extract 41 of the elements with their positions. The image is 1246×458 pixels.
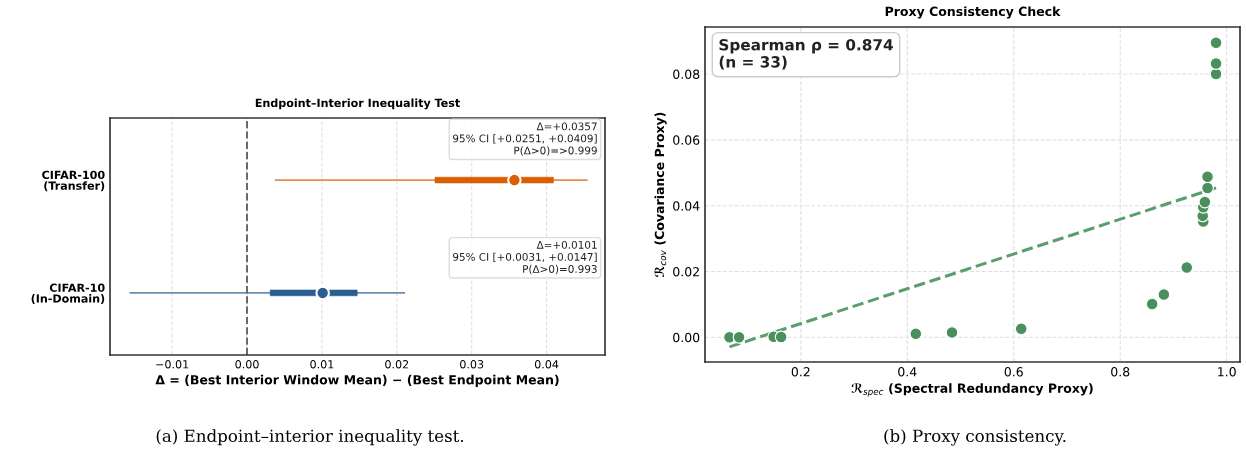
chart-title: Endpoint–Interior Inequality Test: [255, 98, 460, 110]
x-tick-label: 1.0: [1218, 367, 1236, 377]
text: (a) Endpoint–interior inequality test.: [156, 429, 464, 446]
x-axis-title: ℛ$_{spec}$ (Spectral Redundancy Proxy): [851, 383, 1093, 397]
point: [732, 330, 746, 344]
text: (b) Proxy consistency.: [884, 429, 1066, 446]
annotation: Δ=+0.0101 95% CI [+0.0031, +0.0147] P(Δ>0)=0.993: [453, 240, 597, 275]
y-tick-label: 0.04: [673, 201, 700, 211]
point: [1198, 195, 1212, 209]
y-axis-title: ℛ$_{cov}$ (Covariance Proxy): [654, 112, 667, 278]
point: [1014, 322, 1028, 336]
y-tick-label: 0.00: [673, 332, 700, 343]
x-tick-label: 0.04: [534, 360, 559, 369]
y-tick-label: CIFAR-10 (In-Domain): [31, 283, 105, 304]
y-tick-label: CIFAR-100 (Transfer): [42, 170, 105, 192]
x-tick-label: 0.2: [791, 367, 810, 377]
point: [909, 327, 923, 341]
point: [1201, 181, 1214, 195]
x-tick-label: 0.03: [460, 360, 484, 369]
y-tick-label: 0.06: [673, 135, 700, 145]
point: [1209, 57, 1223, 70]
x-tick-label: 0.00: [235, 360, 259, 369]
y-tick-label: 0.08: [673, 69, 700, 79]
x-tick-label: 0.02: [385, 360, 409, 369]
point: [1201, 170, 1214, 184]
point: [1180, 261, 1194, 274]
x-tick-label: −0.01: [156, 360, 189, 369]
annotation: Δ=+0.0357 95% CI [+0.0251, +0.0409] P(Δ>0)=>0.999: [453, 122, 597, 156]
x-tick-label: 0.6: [1004, 367, 1023, 377]
x-tick-label: 0.01: [310, 360, 334, 369]
point: [774, 330, 788, 344]
annotation: Spearman ρ = 0.874 (n = 33): [719, 38, 893, 70]
point: [945, 326, 959, 339]
x-axis-title: Δ = (Best Interior Window Mean) − (Best Endpoint Mean): [155, 374, 559, 387]
point: [1209, 36, 1223, 50]
chart-title: Proxy Consistency Check: [885, 6, 1061, 19]
x-tick-label: 0.8: [1111, 367, 1130, 377]
x-tick-label: 0.4: [898, 367, 917, 377]
point: [1157, 288, 1171, 301]
y-tick-label: 0.02: [673, 266, 699, 277]
point: [1145, 297, 1159, 311]
